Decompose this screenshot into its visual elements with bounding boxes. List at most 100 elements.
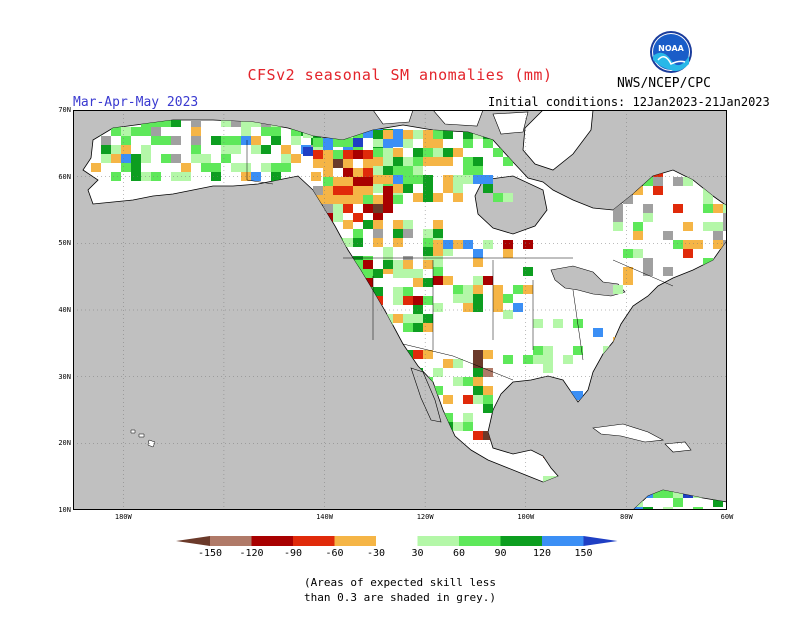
anomaly-cell — [313, 159, 323, 168]
anomaly-cell — [673, 498, 683, 507]
anomaly-cell — [383, 130, 393, 139]
anomaly-cell — [483, 139, 493, 148]
anomaly-cell — [151, 136, 161, 145]
anomaly-cell — [663, 507, 673, 510]
anomaly-cell — [393, 229, 403, 238]
anomaly-cell — [413, 193, 423, 202]
anomaly-cell — [673, 489, 683, 498]
legend-tick-label: 30 — [411, 548, 424, 559]
anomaly-cell — [423, 130, 433, 139]
anomaly-cell — [373, 204, 383, 213]
anomaly-cell — [353, 229, 363, 238]
anomaly-cell — [643, 213, 653, 222]
anomaly-cell — [483, 350, 493, 359]
anomaly-cell — [373, 269, 383, 278]
anomaly-cell — [121, 145, 131, 154]
anomaly-cell — [221, 118, 231, 127]
arctic-island-1 — [372, 110, 414, 125]
anomaly-cell — [333, 195, 343, 204]
anomaly-cell — [483, 404, 493, 413]
anomaly-cell — [433, 229, 443, 238]
anomaly-cell — [191, 154, 201, 163]
anomaly-cell — [473, 166, 483, 175]
anomaly-cell — [663, 231, 673, 240]
anomaly-cell — [373, 130, 383, 139]
anomaly-cell — [191, 136, 201, 145]
legend-tick-label: -60 — [325, 548, 344, 559]
anomaly-cell — [393, 296, 403, 305]
anomaly-cell — [623, 267, 633, 276]
anomaly-cell — [343, 168, 353, 177]
anomaly-cell — [393, 157, 403, 166]
anomaly-cell — [211, 136, 221, 145]
anomaly-cell — [241, 163, 251, 172]
anomaly-cell — [121, 127, 131, 136]
anomaly-cell — [483, 386, 493, 395]
anomaly-cell — [343, 220, 353, 229]
anomaly-cell — [443, 130, 453, 139]
anomaly-cell — [633, 231, 643, 240]
anomaly-cell — [413, 350, 423, 359]
anomaly-cell — [463, 285, 473, 294]
anomaly-cell — [613, 285, 623, 294]
anomaly-cell — [403, 157, 413, 166]
anomaly-cell — [423, 260, 433, 269]
anomaly-cell — [363, 269, 373, 278]
anomaly-cell — [623, 276, 633, 285]
anomaly-cell — [343, 159, 353, 168]
anomaly-cell — [191, 118, 201, 127]
anomaly-cell — [393, 238, 403, 247]
anomaly-cell — [473, 377, 483, 386]
anomaly-cell — [363, 177, 373, 186]
anomaly-cell — [403, 175, 413, 184]
anomaly-cell — [373, 287, 383, 296]
anomaly-cell — [191, 145, 201, 154]
anomaly-cell — [433, 368, 443, 377]
anomaly-cell — [271, 163, 281, 172]
arctic-island-2 — [432, 110, 484, 127]
anomaly-cell — [363, 129, 373, 138]
anomaly-cell — [443, 359, 453, 368]
anomaly-cell — [221, 145, 231, 154]
anomaly-cell — [353, 260, 363, 269]
anomaly-cell — [473, 386, 483, 395]
legend-swatch — [376, 536, 418, 546]
anomaly-cell — [231, 163, 241, 172]
anomaly-cell — [693, 240, 703, 249]
anomaly-cell — [433, 386, 443, 395]
logo-text: NOAA — [658, 44, 684, 53]
anomaly-cell — [633, 186, 643, 195]
anomaly-cell — [453, 193, 463, 202]
anomaly-cell — [543, 346, 553, 355]
anomaly-cell — [713, 222, 723, 231]
cuba — [592, 423, 664, 443]
anomaly-cell — [383, 186, 393, 195]
anomaly-cell — [373, 229, 383, 238]
anomaly-cell — [403, 323, 413, 332]
anomaly-cell — [443, 395, 453, 404]
anomaly-cell — [413, 157, 423, 166]
political-boundaries — [246, 140, 674, 381]
anomaly-cell — [473, 368, 483, 377]
anomaly-cell — [593, 328, 603, 337]
anomaly-cell — [221, 136, 231, 145]
anomaly-cell — [403, 296, 413, 305]
anomaly-cell — [383, 157, 393, 166]
anomaly-cell — [333, 138, 343, 147]
anomaly-cell — [373, 157, 383, 166]
anomaly-cell — [463, 422, 473, 431]
longitude-label: 80W — [620, 513, 633, 521]
anomaly-cell — [443, 175, 453, 184]
anomaly-cell — [643, 177, 653, 186]
anomaly-cell — [343, 177, 353, 186]
anomaly-cell — [393, 220, 403, 229]
anomaly-cell — [211, 172, 221, 181]
anomaly-cell — [653, 186, 663, 195]
anomaly-cell — [643, 507, 653, 510]
anomaly-cell — [373, 175, 383, 184]
anomaly-cell — [261, 145, 271, 154]
anomaly-cell — [413, 314, 423, 323]
legend-swatch — [293, 536, 335, 546]
anomaly-cell — [493, 193, 503, 202]
anomaly-cell — [311, 172, 321, 181]
